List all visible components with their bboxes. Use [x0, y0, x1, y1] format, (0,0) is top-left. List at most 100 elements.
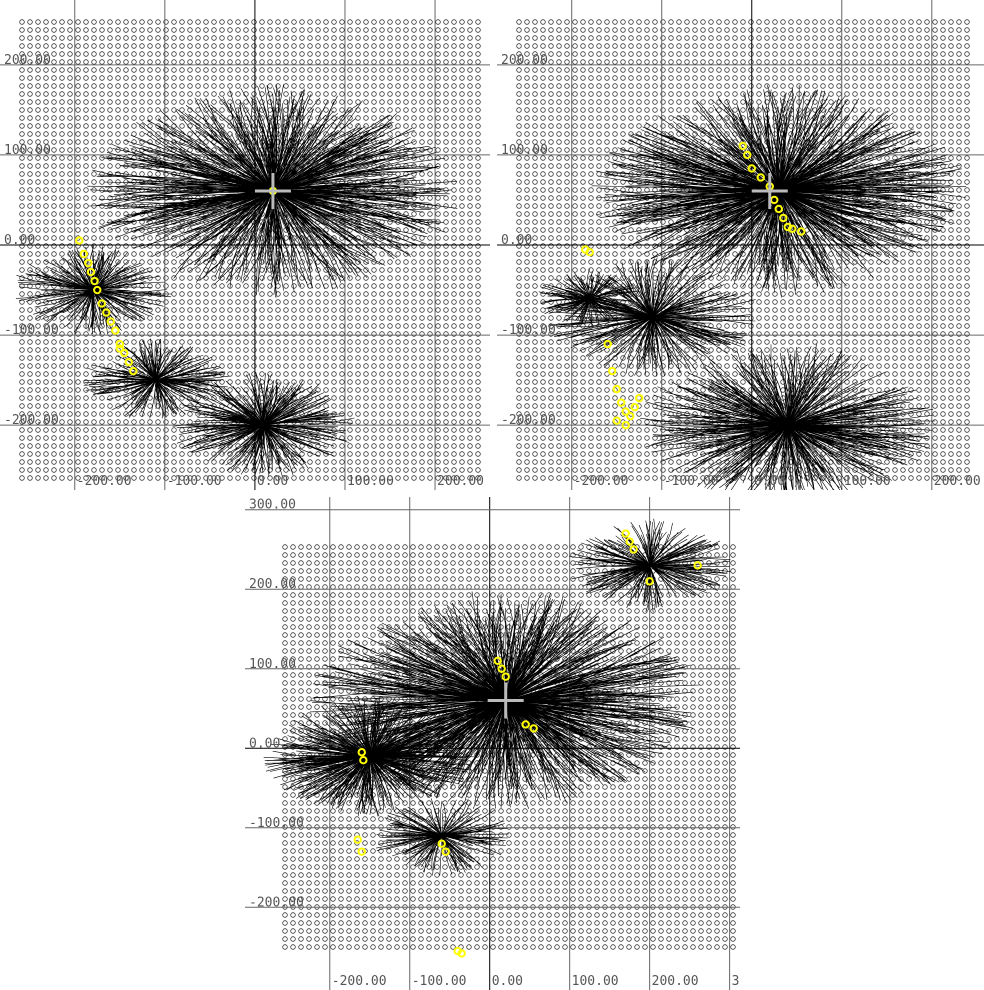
- lattice-dot: [156, 260, 161, 265]
- lattice-dot: [84, 140, 89, 145]
- lattice-dot: [372, 332, 377, 337]
- y-tick-label: 0.00: [4, 233, 35, 248]
- lattice-dot: [220, 60, 225, 65]
- lattice-dot: [444, 196, 449, 201]
- lattice-dot: [861, 68, 866, 73]
- lattice-dot: [861, 60, 866, 65]
- lattice-dot: [20, 124, 25, 129]
- lattice-dot: [965, 228, 970, 233]
- lattice-dot: [677, 76, 682, 81]
- lattice-dot: [180, 52, 185, 57]
- lattice-dot: [420, 460, 425, 465]
- lattice-dot: [340, 60, 345, 65]
- lattice-dot: [476, 276, 481, 281]
- lattice-dot: [204, 300, 209, 305]
- lattice-dot: [541, 204, 546, 209]
- lattice-dot: [28, 428, 33, 433]
- lattice-dot: [468, 460, 473, 465]
- lattice-dot: [933, 68, 938, 73]
- lattice-dot: [460, 316, 465, 321]
- lattice-dot: [452, 76, 457, 81]
- lattice-dot: [140, 444, 145, 449]
- lattice-dot: [340, 380, 345, 385]
- lattice-dot: [517, 76, 522, 81]
- lattice-dot: [444, 212, 449, 217]
- lattice-dot: [68, 324, 73, 329]
- lattice-dot: [348, 52, 353, 57]
- lattice-dot: [84, 36, 89, 41]
- lattice-dot: [228, 76, 233, 81]
- lattice-dot: [372, 468, 377, 473]
- lattice-dot: [629, 100, 634, 105]
- lattice-dot: [356, 396, 361, 401]
- lattice-dot: [645, 44, 650, 49]
- lattice-dot: [116, 428, 121, 433]
- lattice-dot: [140, 60, 145, 65]
- lattice-dot: [300, 60, 305, 65]
- lattice-dot: [100, 444, 105, 449]
- lattice-dot: [204, 60, 209, 65]
- lattice-dot: [84, 180, 89, 185]
- lattice-dot: [468, 284, 473, 289]
- lattice-dot: [933, 20, 938, 25]
- lattice-dot: [356, 28, 361, 33]
- lattice-dot: [236, 28, 241, 33]
- lattice-dot: [669, 92, 674, 97]
- lattice-dot: [220, 76, 225, 81]
- lattice-dot: [140, 36, 145, 41]
- lattice-dot: [541, 108, 546, 113]
- lattice-dot: [565, 92, 570, 97]
- lattice-dot: [308, 364, 313, 369]
- lattice-dot: [364, 356, 369, 361]
- lattice-dot: [316, 28, 321, 33]
- lattice-dot: [100, 468, 105, 473]
- lattice-dot: [396, 292, 401, 297]
- lattice-dot: [68, 68, 73, 73]
- lattice-dot: [460, 460, 465, 465]
- lattice-dot: [92, 76, 97, 81]
- lattice-dot: [597, 204, 602, 209]
- lattice-dot: [444, 124, 449, 129]
- lattice-dot: [420, 300, 425, 305]
- lattice-dot: [220, 468, 225, 473]
- lattice-dot: [348, 356, 353, 361]
- panel: -200.00-100.000.00100.00200.00-200.00-10…: [0, 0, 490, 490]
- lattice-dot: [693, 28, 698, 33]
- lattice-dot: [356, 468, 361, 473]
- lattice-dot: [468, 156, 473, 161]
- lattice-dot: [132, 44, 137, 49]
- lattice-dot: [468, 188, 473, 193]
- lattice-dot: [364, 292, 369, 297]
- lattice-dot: [428, 36, 433, 41]
- lattice-dot: [965, 100, 970, 105]
- lattice-dot: [372, 444, 377, 449]
- lattice-dot: [396, 476, 401, 481]
- lattice-dot: [196, 332, 201, 337]
- lattice-dot: [348, 460, 353, 465]
- lattice-dot: [20, 308, 25, 313]
- lattice-dot: [901, 52, 906, 57]
- lattice-dot: [132, 468, 137, 473]
- lattice-dot: [180, 468, 185, 473]
- lattice-dot: [68, 124, 73, 129]
- lattice-dot: [637, 20, 642, 25]
- lattice-dot: [316, 460, 321, 465]
- lattice-dot: [36, 172, 41, 177]
- lattice-dot: [460, 76, 465, 81]
- lattice-dot: [589, 44, 594, 49]
- lattice-dot: [613, 180, 618, 185]
- lattice-dot: [196, 316, 201, 321]
- lattice-dot: [557, 20, 562, 25]
- lattice-dot: [276, 332, 281, 337]
- lattice-dot: [52, 172, 57, 177]
- lattice-dot: [396, 36, 401, 41]
- lattice-dot: [292, 36, 297, 41]
- lattice-dot: [428, 292, 433, 297]
- lattice-dot: [476, 156, 481, 161]
- lattice-dot: [605, 60, 610, 65]
- lattice-dot: [204, 468, 209, 473]
- lattice-dot: [468, 76, 473, 81]
- lattice-dot: [228, 28, 233, 33]
- lattice-dot: [404, 420, 409, 425]
- y-tick-label: -200.00: [4, 413, 59, 428]
